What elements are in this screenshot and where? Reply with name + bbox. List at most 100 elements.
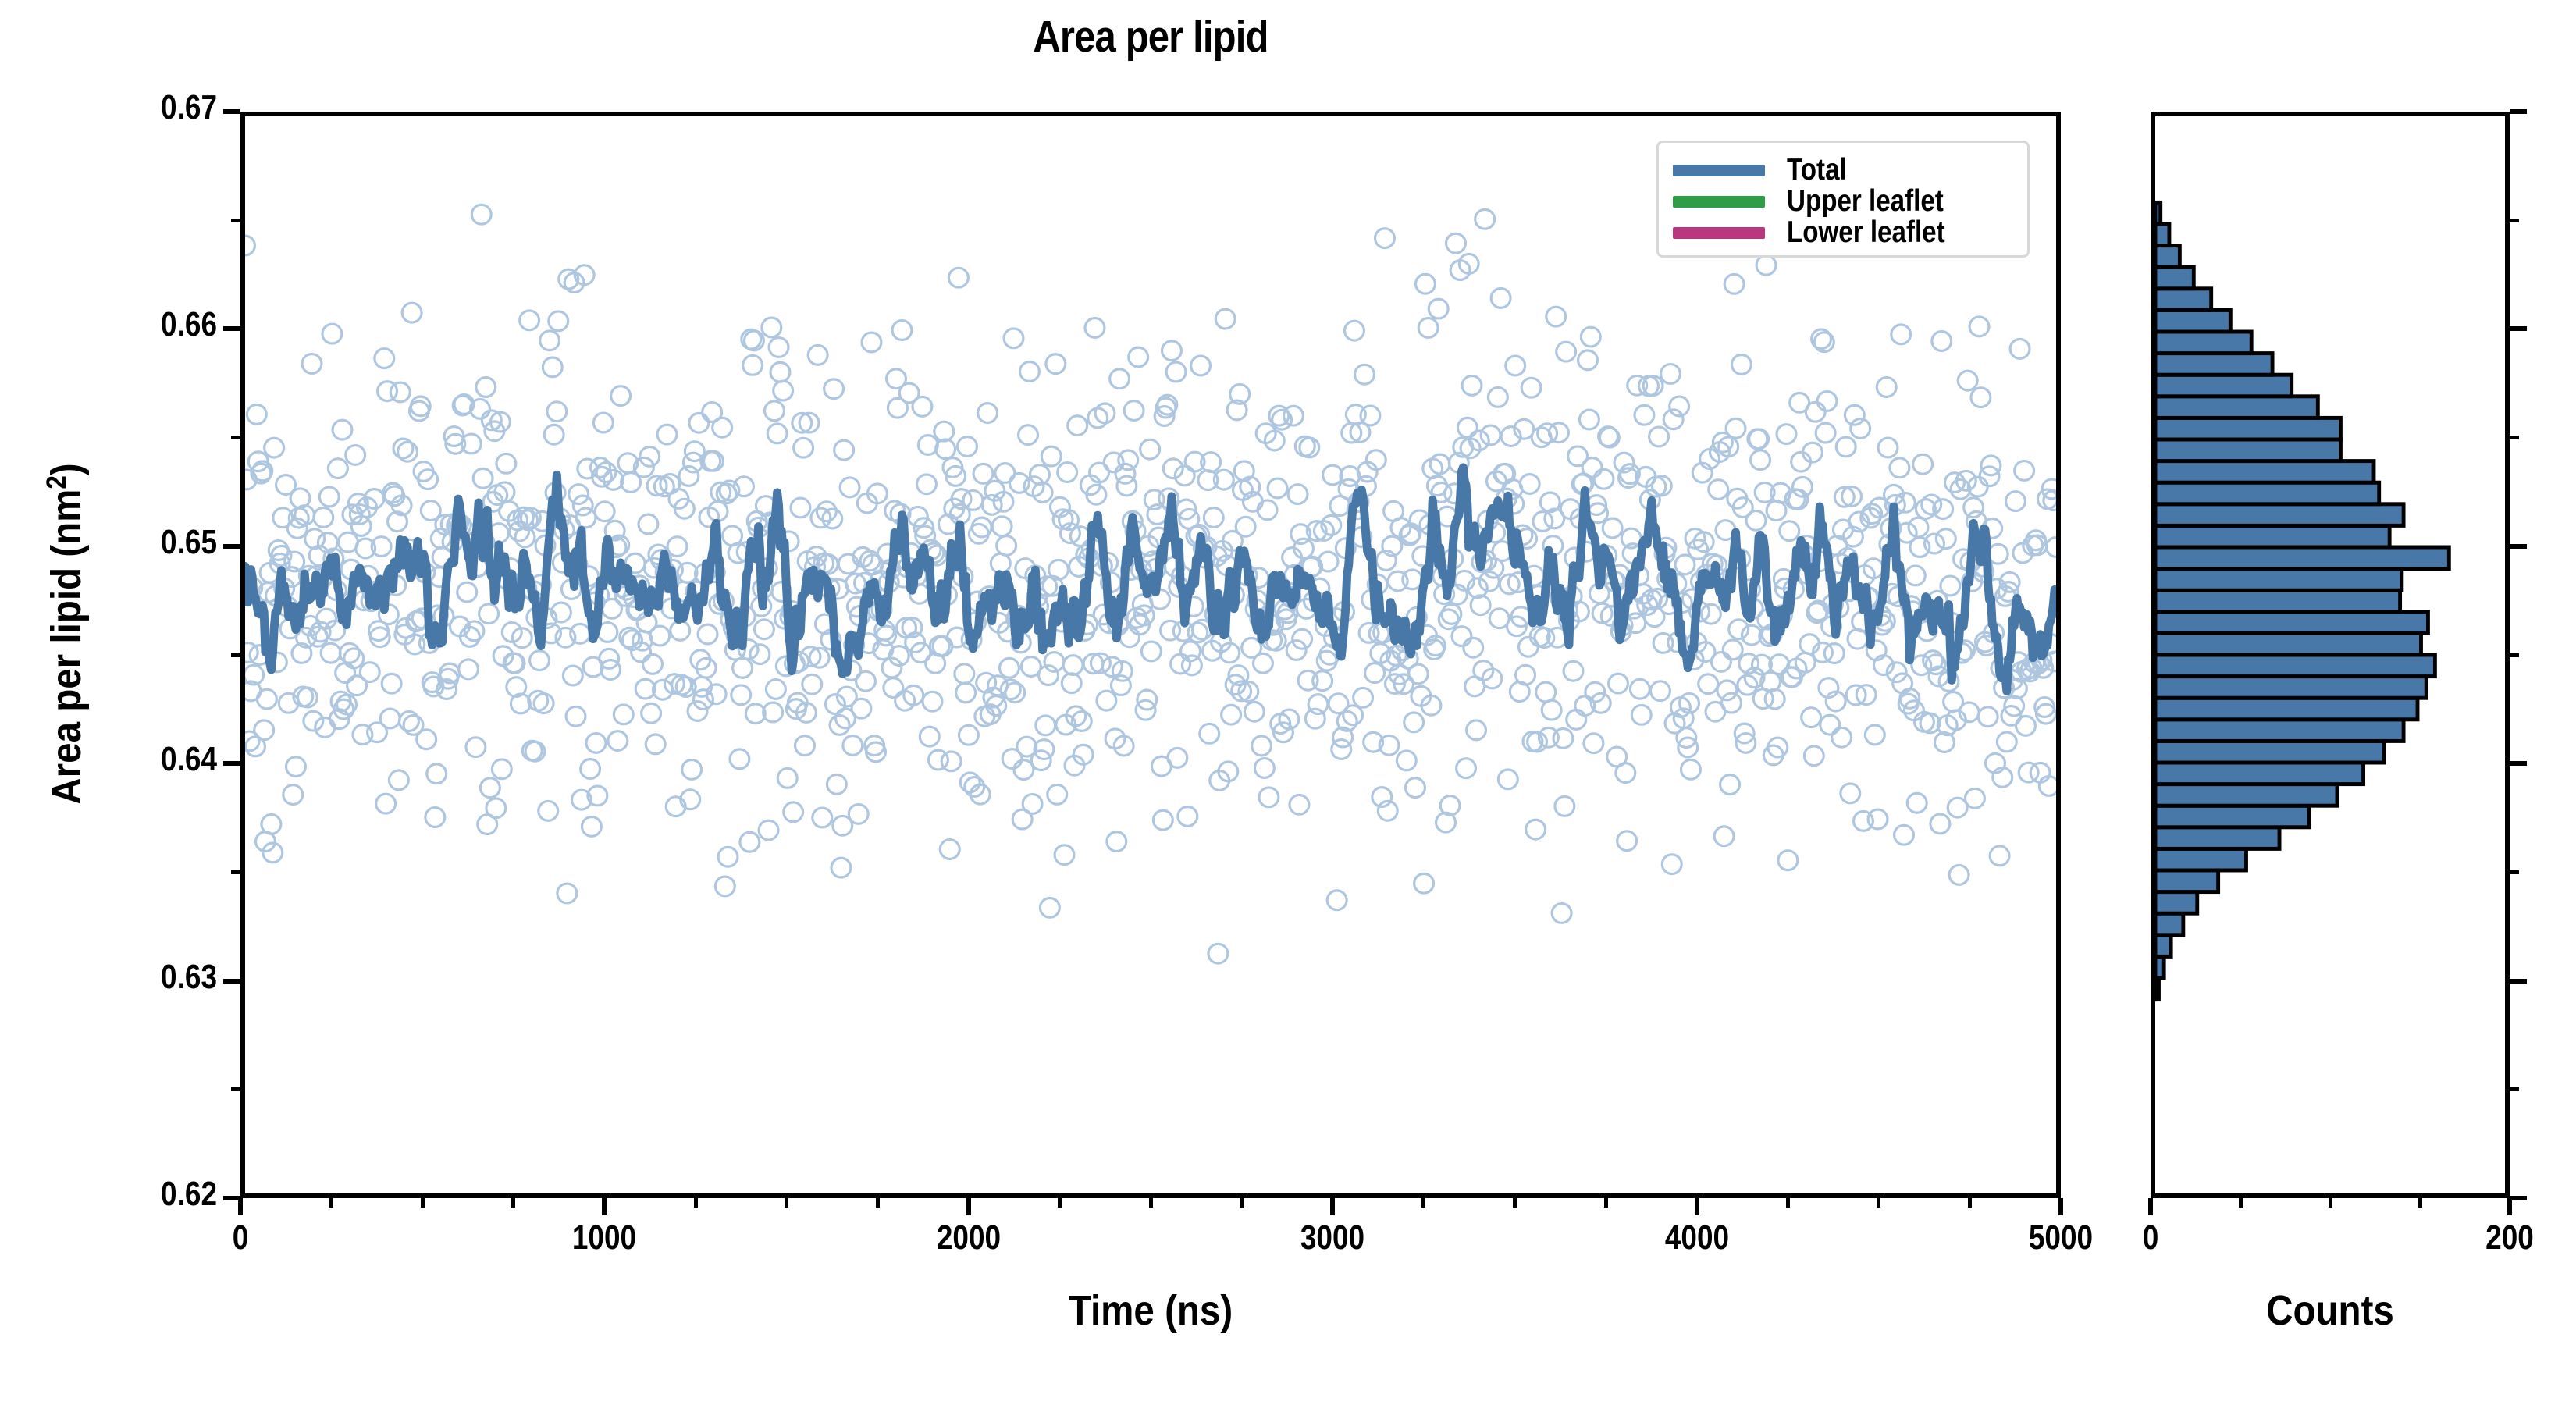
x-tick-minor bbox=[875, 1198, 880, 1208]
histogram-bar bbox=[2155, 588, 2403, 614]
x-tick-label: 5000 bbox=[2028, 1218, 2094, 1257]
histogram-bar bbox=[2155, 846, 2248, 873]
scatter-markers bbox=[245, 203, 2056, 965]
histogram-bar bbox=[2155, 459, 2376, 485]
y-tick-minor bbox=[231, 870, 240, 874]
scatter-series-svg bbox=[245, 203, 2056, 965]
x-tick-minor bbox=[1421, 1198, 1426, 1208]
histogram-bar bbox=[2155, 911, 2186, 937]
y-tick-major bbox=[223, 761, 240, 767]
histogram-bar bbox=[2155, 286, 2214, 312]
y-axis-label: Area per lipid (nm2) bbox=[41, 373, 91, 895]
histogram-x-tick-minor bbox=[2238, 1198, 2243, 1208]
histogram-bar bbox=[2155, 222, 2172, 248]
legend-label-upper-leaflet: Upper leaflet bbox=[1787, 184, 1944, 218]
histogram-bar bbox=[2155, 244, 2182, 269]
x-tick-minor bbox=[1877, 1198, 1881, 1208]
histogram-bar bbox=[2155, 868, 2221, 895]
x-tick-label: 1000 bbox=[572, 1218, 637, 1257]
legend-swatch-lower-leaflet bbox=[1673, 226, 1765, 239]
histogram-bar bbox=[2155, 717, 2406, 743]
x-tick-minor bbox=[1785, 1198, 1790, 1208]
histogram-bar bbox=[2155, 415, 2343, 442]
histogram-y-tick bbox=[2510, 109, 2527, 114]
legend[interactable]: Total Upper leaflet Lower leaflet bbox=[1656, 140, 2030, 258]
histogram-bar bbox=[2155, 954, 2166, 980]
histogram-bar bbox=[2155, 329, 2254, 356]
histogram-bar bbox=[2155, 631, 2423, 657]
histogram-x-tick-minor bbox=[2418, 1198, 2422, 1208]
y-tick-minor bbox=[231, 653, 240, 657]
histogram-y-tick bbox=[2510, 543, 2527, 549]
legend-swatch-upper-leaflet bbox=[1673, 195, 1765, 208]
histogram-y-tick bbox=[2510, 870, 2519, 874]
histogram-bar bbox=[2155, 523, 2392, 550]
histogram-bar bbox=[2155, 738, 2386, 765]
histogram-y-tick bbox=[2510, 326, 2527, 332]
histogram-bar bbox=[2155, 803, 2311, 830]
x-tick-label: 4000 bbox=[1664, 1218, 1729, 1257]
histogram-bar bbox=[2155, 976, 2161, 1002]
x-tick-minor bbox=[1240, 1198, 1244, 1208]
histogram-y-tick bbox=[2510, 1196, 2527, 1200]
histogram-bar bbox=[2155, 480, 2382, 507]
histogram-y-tick bbox=[2510, 218, 2519, 222]
x-tick-minor bbox=[511, 1198, 516, 1208]
main-axes bbox=[240, 112, 2061, 1198]
x-tick-major bbox=[1330, 1198, 1336, 1215]
x-tick-minor bbox=[420, 1198, 425, 1208]
y-tick-label: 0.62 bbox=[161, 1175, 217, 1213]
x-axis-label: Time (ns) bbox=[1068, 1287, 1233, 1334]
histogram-bar bbox=[2155, 351, 2275, 377]
histogram-x-tick-major bbox=[2148, 1198, 2153, 1215]
legend-entry-total[interactable]: Total bbox=[1673, 153, 2013, 187]
histogram-x-tick-minor bbox=[2328, 1198, 2332, 1208]
scatter-plot-area bbox=[245, 116, 2056, 1193]
y-tick-label: 0.63 bbox=[161, 957, 217, 996]
legend-label-lower-leaflet: Lower leaflet bbox=[1787, 215, 1945, 249]
y-tick-major bbox=[223, 326, 240, 332]
x-tick-major bbox=[1694, 1198, 1699, 1215]
x-tick-major bbox=[2058, 1198, 2063, 1215]
histogram-x-tick-label: 200 bbox=[2485, 1218, 2534, 1257]
x-tick-minor bbox=[693, 1198, 698, 1208]
x-tick-major bbox=[602, 1198, 607, 1215]
histogram-x-axis-label: Counts bbox=[2266, 1287, 2394, 1334]
y-tick-minor bbox=[231, 218, 240, 222]
histogram-bar bbox=[2155, 200, 2163, 226]
legend-swatch-total bbox=[1673, 164, 1765, 176]
histogram-bar bbox=[2155, 695, 2420, 722]
y-tick-label: 0.64 bbox=[161, 740, 217, 779]
histogram-x-tick-label: 0 bbox=[2142, 1218, 2159, 1257]
x-tick-major bbox=[966, 1198, 971, 1215]
histogram-y-tick bbox=[2510, 653, 2519, 657]
histogram-bar bbox=[2155, 394, 2320, 420]
y-tick-label: 0.67 bbox=[161, 88, 217, 126]
histogram-y-tick bbox=[2510, 978, 2527, 984]
x-tick-minor bbox=[1512, 1198, 1517, 1208]
legend-label-total: Total bbox=[1787, 153, 1847, 187]
histogram-bar bbox=[2155, 933, 2173, 959]
histogram-bar bbox=[2155, 782, 2339, 808]
histogram-bar bbox=[2155, 825, 2282, 851]
y-axis-label-main: Area per lipid (nm bbox=[43, 489, 90, 805]
histogram-bar bbox=[2155, 653, 2437, 679]
histogram-bar bbox=[2155, 760, 2365, 787]
histogram-y-tick bbox=[2510, 1087, 2519, 1092]
histogram-bar bbox=[2155, 308, 2233, 334]
histogram-bar bbox=[2155, 265, 2196, 291]
x-tick-minor bbox=[329, 1198, 334, 1208]
y-tick-label: 0.65 bbox=[161, 522, 217, 561]
histogram-axes bbox=[2151, 112, 2510, 1198]
y-tick-major bbox=[223, 978, 240, 984]
x-tick-label: 3000 bbox=[1300, 1218, 1365, 1257]
legend-entry-lower-leaflet[interactable]: Lower leaflet bbox=[1673, 215, 2013, 249]
histogram-y-tick bbox=[2510, 436, 2519, 440]
y-tick-major bbox=[223, 543, 240, 549]
histogram-bar bbox=[2155, 437, 2343, 464]
chart-title: Area per lipid bbox=[1033, 12, 1268, 62]
histogram-bar bbox=[2155, 567, 2404, 592]
legend-entry-upper-leaflet[interactable]: Upper leaflet bbox=[1673, 184, 2013, 218]
x-tick-minor bbox=[1603, 1198, 1608, 1208]
